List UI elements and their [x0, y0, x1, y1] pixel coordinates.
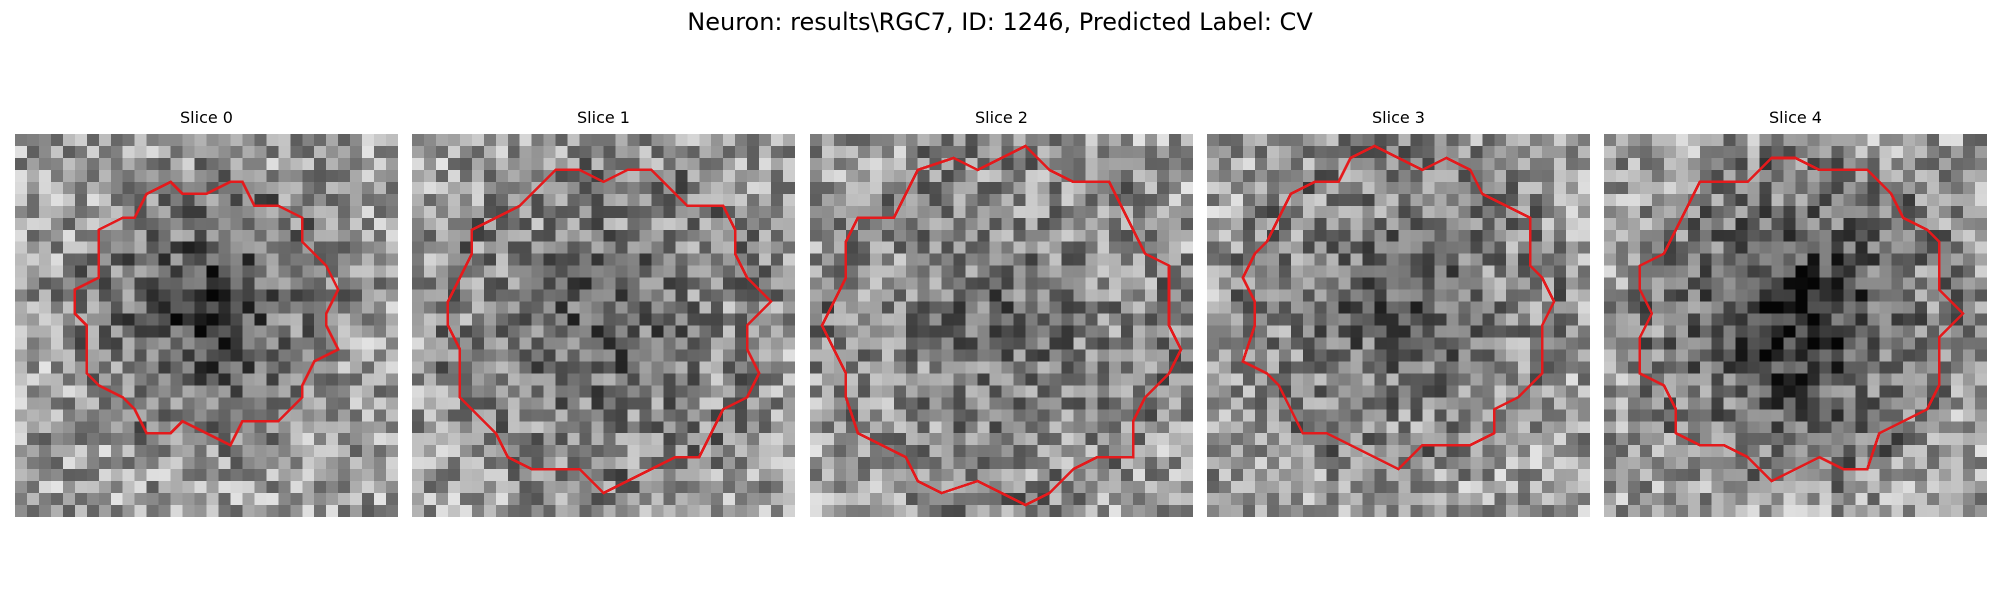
microscopy-pixel-grid	[1207, 134, 1590, 517]
slice-title: Slice 1	[577, 108, 630, 127]
slice-title: Slice 0	[180, 108, 233, 127]
cell-contour	[1638, 156, 1965, 483]
cell-contour	[1241, 144, 1556, 471]
slice-title: Slice 3	[1372, 108, 1425, 127]
figure-title: Neuron: results\RGC7, ID: 1246, Predicte…	[687, 8, 1313, 36]
slice-title: Slice 2	[975, 108, 1028, 127]
slice-image	[15, 134, 398, 517]
slice-image	[1604, 134, 1987, 517]
microscopy-pixel-grid	[412, 134, 795, 517]
microscopy-pixel-grid	[15, 134, 398, 517]
slice-image	[810, 134, 1193, 517]
slice-title: Slice 4	[1769, 108, 1822, 127]
microscopy-pixel-grid	[810, 134, 1193, 517]
cell-contour	[820, 144, 1183, 507]
microscopy-pixel-grid	[1604, 134, 1987, 517]
slice-image	[412, 134, 795, 517]
cell-contour	[446, 168, 773, 495]
cell-contour	[73, 180, 340, 447]
slice-image	[1207, 134, 1590, 517]
